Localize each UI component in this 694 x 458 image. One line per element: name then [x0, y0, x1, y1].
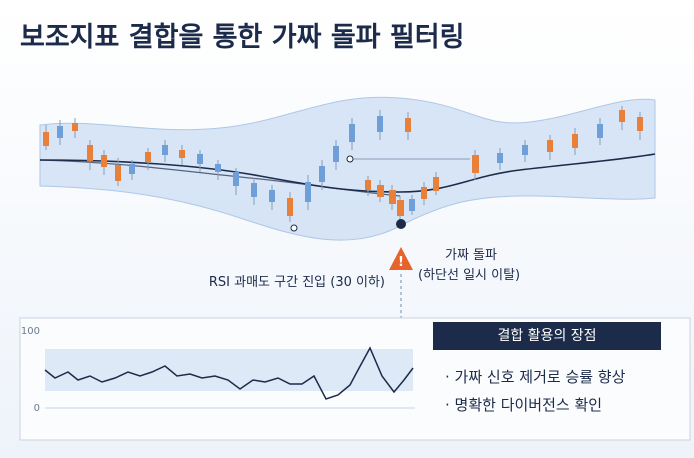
candle-body — [251, 183, 257, 197]
candle-body — [57, 126, 63, 138]
benefit-item: · 가짜 신호 제거로 승률 향상 — [445, 368, 626, 386]
marker — [290, 224, 298, 232]
candle-body — [637, 117, 643, 131]
warning-mark: ! — [398, 255, 404, 270]
candle-body — [597, 124, 603, 138]
candle-body — [547, 140, 553, 152]
candle-body — [129, 164, 135, 174]
rsi-line — [44, 346, 414, 400]
candles — [43, 106, 643, 222]
candle-body — [405, 118, 411, 132]
candle-body — [409, 199, 415, 211]
candle-body — [145, 152, 151, 162]
rsi-note: RSI 과매도 구간 진입 (30 이하) — [209, 275, 385, 290]
candle-body — [233, 172, 239, 186]
breakout-point — [396, 219, 406, 229]
candle-body — [43, 132, 49, 146]
candle-body — [522, 145, 528, 155]
candle-body — [215, 164, 221, 172]
candle-body — [377, 185, 384, 197]
candle-body — [389, 190, 396, 204]
fake-breakout-note: (하단선 일시 이탈) — [418, 268, 520, 283]
candle-body — [269, 190, 275, 202]
benefit-item: · 명확한 다이버전스 확인 — [445, 396, 602, 414]
rsi-zone — [45, 349, 413, 391]
warning-icon — [389, 247, 413, 270]
candle-body — [365, 180, 371, 190]
candle-body — [472, 155, 479, 173]
candle-body — [305, 182, 311, 202]
rsi-tick: 0 — [34, 403, 40, 414]
candle-body — [197, 154, 203, 164]
bollinger-band — [39, 96, 656, 241]
title: 보조지표 결합을 통한 가짜 돌파 필터링 — [20, 22, 464, 53]
candle-body — [349, 124, 355, 142]
candle-body — [497, 153, 503, 163]
fake-breakout: 가짜 돌파 — [445, 248, 497, 263]
candle-body — [115, 165, 121, 181]
candle-body — [72, 123, 78, 131]
candle-body — [377, 116, 383, 132]
candle-body — [319, 166, 325, 182]
candle-body — [162, 145, 168, 155]
candle-body — [421, 187, 427, 199]
candle-body — [572, 134, 578, 148]
candle-body — [397, 200, 404, 216]
benefits-title: 결합 활용의 장점 — [497, 328, 596, 344]
marker — [346, 155, 354, 163]
candle-body — [87, 145, 93, 161]
candle-body — [433, 177, 439, 191]
benefits-header — [433, 322, 661, 350]
candle-body — [101, 155, 107, 167]
rsi-tick: 100 — [21, 326, 40, 337]
candle-body — [179, 150, 185, 158]
candle-body — [287, 198, 293, 216]
candle-body — [619, 110, 625, 122]
candle-body — [333, 146, 339, 162]
